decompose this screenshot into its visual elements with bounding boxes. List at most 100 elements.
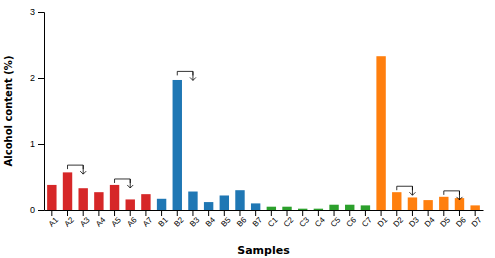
tick: D3: [407, 210, 421, 229]
tick: B7: [251, 210, 265, 229]
tick-label: C2: [282, 215, 296, 229]
bar: [267, 207, 276, 210]
tick-mark: [192, 210, 193, 216]
tick-mark: [318, 210, 319, 216]
tick-mark: [224, 210, 225, 216]
marks: [47, 56, 480, 210]
tick: 0: [30, 205, 44, 215]
tick-mark: [114, 210, 115, 216]
bar: [126, 199, 135, 210]
arrow-head: [80, 171, 86, 174]
tick-mark: [98, 210, 99, 216]
tick: C5: [329, 210, 343, 229]
arrow-shaft: [83, 165, 84, 174]
tick: A1: [47, 210, 61, 229]
tick: 2: [30, 73, 44, 83]
tick-label: A3: [78, 215, 92, 229]
bar: [298, 209, 307, 210]
tick: B4: [204, 210, 218, 229]
tick-mark: [381, 210, 382, 216]
bar: [282, 207, 291, 210]
arrow-head: [456, 197, 462, 200]
tick: B6: [235, 210, 249, 229]
tick-label: C5: [329, 215, 343, 229]
tick: D5: [439, 210, 453, 229]
tick-label: B2: [172, 215, 186, 229]
tick-label: A6: [125, 215, 139, 229]
tick: C1: [266, 210, 280, 229]
tick-label: D1: [376, 215, 390, 229]
tick-mark: [271, 210, 272, 216]
tick-label: 1: [30, 139, 35, 149]
axis-line: [38, 13, 45, 211]
tick-mark: [255, 210, 256, 216]
bracket-line: [177, 71, 193, 75]
bar: [78, 188, 87, 210]
x-axis-title: Samples: [237, 244, 290, 257]
tick-mark: [302, 210, 303, 216]
arrow-head: [190, 77, 196, 80]
tick-label: B3: [188, 215, 202, 229]
tick-mark: [334, 210, 335, 216]
y-axis: 0 1 2 3: [30, 7, 45, 215]
tick: B1: [157, 210, 171, 229]
bar: [173, 80, 182, 210]
tick-mark: [349, 210, 350, 216]
arrow-shaft: [130, 179, 131, 188]
tick-mark: [38, 144, 44, 145]
tick: C3: [297, 210, 311, 229]
tick: A6: [125, 210, 139, 229]
bracket: [115, 179, 134, 188]
tick-label: B6: [235, 215, 249, 229]
tick-label: A7: [141, 215, 155, 229]
tick-mark: [38, 78, 44, 79]
tick: C4: [313, 210, 327, 229]
tick: B3: [188, 210, 202, 229]
tick-mark: [177, 210, 178, 216]
bracket-line: [115, 179, 131, 183]
tick: A7: [141, 210, 155, 229]
bar: [94, 192, 103, 210]
tick-mark: [145, 210, 146, 216]
tick-mark: [475, 210, 476, 216]
arrow-shaft: [192, 71, 193, 80]
tick-mark: [287, 210, 288, 216]
tick-label: C4: [313, 215, 327, 229]
bar: [47, 185, 56, 210]
tick-label: C1: [266, 215, 280, 229]
tick: B5: [219, 210, 233, 229]
tick: 3: [30, 7, 44, 17]
tick-mark: [428, 210, 429, 216]
tick-label: B1: [157, 215, 171, 229]
tick-mark: [412, 210, 413, 216]
tick-label: D5: [439, 215, 453, 229]
bar: [220, 195, 229, 210]
bar: [361, 205, 370, 210]
tick: C6: [344, 210, 358, 229]
tick: A2: [63, 210, 77, 229]
tick-label: A1: [47, 215, 61, 229]
bracket: [444, 191, 463, 200]
tick-label: C3: [297, 215, 311, 229]
tick-label: C7: [360, 215, 374, 229]
bracket: [177, 71, 196, 80]
tick-label: B5: [219, 215, 233, 229]
tick: A5: [110, 210, 124, 229]
tick-mark: [38, 210, 44, 211]
tick: C2: [282, 210, 296, 229]
tick-label: 0: [30, 205, 35, 215]
arrow-shaft: [459, 191, 460, 200]
bracket: [397, 186, 416, 195]
tick-label: A5: [110, 215, 124, 229]
bracket-line: [397, 186, 413, 190]
plot: 0123A1A2A3A4A5A6A7B1B2B3B4B5B6B7C1C2C3C4…: [30, 7, 484, 229]
bar: [439, 197, 448, 210]
tick-mark: [161, 210, 162, 216]
bar: [392, 192, 401, 210]
tick-label: D6: [454, 215, 468, 229]
tick-label: C6: [344, 215, 358, 229]
bracket: [68, 165, 87, 174]
bar: [408, 197, 417, 210]
bar: [376, 56, 385, 210]
bar: [235, 190, 244, 210]
